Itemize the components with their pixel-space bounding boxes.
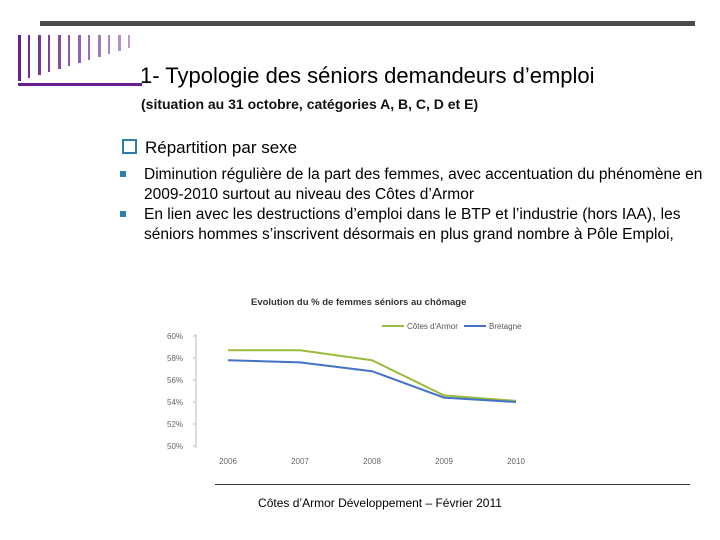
- series-line: [227, 359, 517, 403]
- chart-canvas: Evolution du % de femmes séniors au chôm…: [167, 297, 525, 466]
- deco-bar: [28, 35, 30, 78]
- deco-bar: [88, 35, 90, 60]
- deco-baseline: [18, 83, 142, 86]
- bullet-item: Diminution régulière de la part des femm…: [118, 165, 708, 205]
- decorative-bars: [18, 35, 142, 86]
- checkbox-bullet-icon: [122, 139, 137, 154]
- x-tick-label: 2006: [219, 457, 237, 466]
- section-heading: Répartition par sexe: [122, 138, 297, 158]
- x-tick-label: 2010: [507, 457, 525, 466]
- x-tick-label: 2008: [363, 457, 381, 466]
- bullet-text: En lien avec les destructions d’emploi d…: [144, 206, 681, 243]
- legend-label: Bretagne: [489, 322, 522, 331]
- bullet-list: Diminution régulière de la part des femm…: [118, 165, 708, 245]
- deco-bar: [78, 35, 81, 63]
- line-chart: Evolution du % de femmes séniors au chôm…: [160, 288, 560, 468]
- deco-bar: [68, 35, 70, 66]
- square-bullet-icon: [120, 171, 126, 177]
- y-tick-label: 56%: [167, 376, 183, 385]
- legend-label: Côtes d'Armor: [407, 322, 458, 331]
- y-tick-label: 50%: [167, 442, 183, 451]
- deco-bar: [48, 35, 50, 72]
- deco-bar: [108, 35, 110, 54]
- x-tick-label: 2007: [291, 457, 309, 466]
- deco-bar: [38, 35, 41, 75]
- x-tick-label: 2009: [435, 457, 453, 466]
- top-rule: [40, 21, 695, 26]
- deco-bar: [118, 35, 121, 51]
- section-heading-text: Répartition par sexe: [145, 138, 298, 157]
- square-bullet-icon: [120, 211, 126, 217]
- bullet-item: En lien avec les destructions d’emploi d…: [118, 205, 708, 245]
- y-tick-label: 54%: [167, 398, 183, 407]
- y-tick-label: 52%: [167, 420, 183, 429]
- footer-text: Côtes d’Armor Développement – Février 20…: [258, 496, 502, 510]
- deco-bar: [58, 35, 61, 69]
- chart-title: Evolution du % de femmes séniors au chôm…: [251, 297, 466, 308]
- footer-rule: [215, 484, 690, 485]
- deco-bar: [18, 35, 21, 81]
- slide-title: 1- Typologie des séniors demandeurs d’em…: [140, 63, 595, 88]
- y-tick-label: 58%: [167, 354, 183, 363]
- bullet-text: Diminution régulière de la part des femm…: [144, 166, 703, 203]
- series-line: [228, 349, 517, 402]
- slide-subtitle: (situation au 31 octobre, catégories A, …: [141, 96, 479, 112]
- y-tick-label: 60%: [167, 332, 183, 341]
- deco-bar: [128, 35, 130, 48]
- deco-bar: [98, 35, 101, 57]
